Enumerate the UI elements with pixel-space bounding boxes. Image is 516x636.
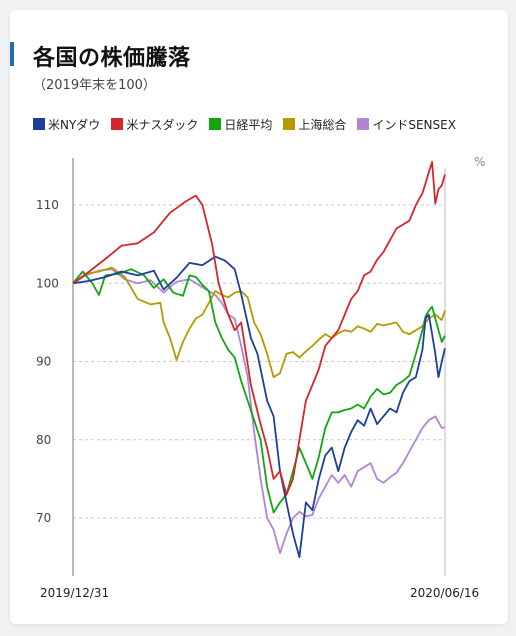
y-tick-label: 110 (36, 198, 59, 212)
legend-swatch (357, 118, 370, 130)
y-tick-label: 70 (36, 511, 51, 525)
y-tick-label: 90 (36, 355, 51, 369)
legend-label: 米ナスダック (126, 117, 199, 132)
legend-swatch (111, 118, 124, 130)
x-axis-end-label: 2020/06/16 (410, 586, 479, 600)
legend-label: 上海総合 (298, 117, 347, 132)
legend-item: 上海総合 (283, 116, 346, 133)
axes (72, 158, 446, 576)
x-axis-start-label: 2019/12/31 (40, 586, 109, 600)
series-line-1 (72, 161, 446, 496)
chart-series (72, 161, 446, 558)
title-accent-bar (10, 42, 14, 66)
chart-legend: 米NYダウ 米ナスダック 日経平均 上海総合 インドSENSEX (33, 116, 467, 132)
series-line-4 (72, 268, 446, 555)
y-axis-unit-label: % (474, 155, 485, 169)
legend-label: 米NYダウ (48, 117, 101, 132)
series-line-2 (72, 268, 446, 514)
legend-swatch (33, 118, 45, 130)
legend-item: 米ナスダック (111, 116, 198, 133)
chart-title: 各国の株価騰落 (33, 46, 191, 71)
legend-label: インドSENSEX (372, 117, 456, 132)
chart-subtitle: （2019年末を100） (33, 78, 156, 93)
series-line-0 (72, 255, 446, 558)
legend-label: 日経平均 (224, 117, 273, 132)
y-tick-label: 100 (36, 276, 59, 290)
legend-item: インドSENSEX (357, 116, 456, 133)
series-line-3 (72, 266, 446, 379)
y-tick-label: 80 (36, 433, 51, 447)
legend-item: 日経平均 (209, 116, 272, 133)
legend-item: 米NYダウ (33, 116, 100, 133)
legend-swatch (209, 118, 222, 130)
y-axis-tick-labels: 70 80 90 100 110 (36, 198, 59, 525)
legend-swatch (283, 118, 296, 130)
